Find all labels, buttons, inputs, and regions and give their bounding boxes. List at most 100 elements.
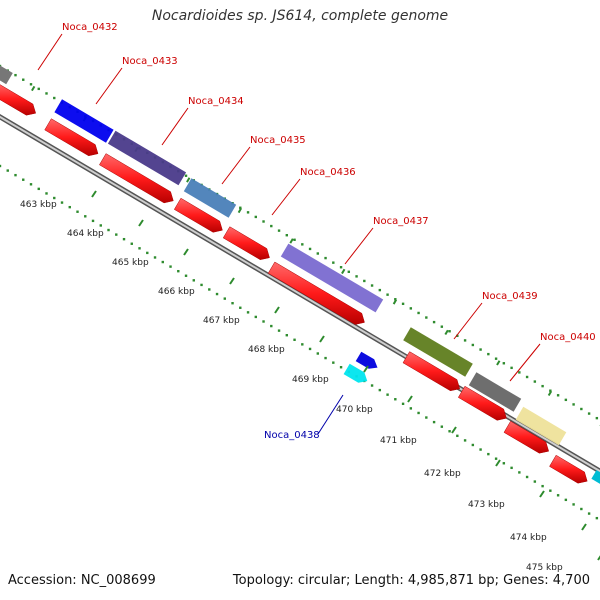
dot-outer [595, 416, 599, 420]
dot-outer [262, 220, 265, 223]
tick-outer [496, 360, 501, 366]
cds-arrow [222, 226, 270, 260]
dot-outer [471, 343, 475, 347]
gene-leader-line [161, 107, 189, 146]
scale-tick-label: 473 kbp [468, 500, 505, 510]
dot-inner [107, 228, 110, 232]
dot-outer [45, 92, 48, 95]
dot-inner [456, 434, 459, 438]
dot-inner [510, 466, 513, 470]
scale-tick-mark [138, 219, 144, 227]
scale-tick-mark [495, 459, 501, 467]
dot-outer [355, 275, 358, 278]
gene-leader-line [221, 146, 251, 185]
dot-inner [487, 452, 490, 456]
dot-outer [564, 398, 568, 402]
dot-outer [510, 366, 513, 370]
dot-outer [37, 87, 40, 91]
dot-inner [370, 384, 374, 387]
gene-leader-line [95, 67, 123, 105]
cds-arrow [0, 84, 37, 116]
cog-block [591, 470, 600, 484]
dot-outer [239, 206, 242, 209]
dot-inner [471, 443, 475, 447]
scale-tick-label: 474 kbp [510, 533, 547, 543]
dot-outer [332, 261, 335, 264]
dot-outer [417, 311, 420, 315]
gene-leader-line [344, 227, 374, 265]
dot-outer [580, 407, 583, 411]
gene-leader-line [509, 343, 541, 382]
dot-inner [549, 489, 552, 492]
dot-inner [316, 352, 320, 355]
dot-outer [533, 380, 537, 383]
scale-tick-mark [183, 248, 189, 256]
tick-outer [31, 85, 36, 92]
dot-inner [184, 274, 188, 277]
dot-inner [76, 210, 79, 213]
dot-inner [587, 512, 591, 515]
dot-outer [301, 243, 304, 246]
dot-outer [572, 403, 575, 406]
dot-inner [68, 205, 71, 209]
dot-inner [239, 306, 242, 309]
dot-outer [363, 279, 366, 283]
dot-outer [502, 362, 506, 365]
dot-outer [53, 96, 56, 100]
scale-tick-mark [597, 555, 600, 561]
cog-block [280, 243, 384, 313]
dot-inner [254, 315, 257, 319]
scale-tick-mark [91, 190, 97, 198]
dot-outer [556, 394, 560, 397]
dot-outer [285, 234, 289, 237]
dot-inner [518, 471, 521, 474]
dot-inner [146, 251, 149, 255]
dot-outer [254, 215, 257, 219]
gene-label: Noca_0435 [250, 135, 306, 146]
dot-outer [487, 352, 490, 356]
dot-outer [425, 316, 428, 319]
dot-outer [277, 229, 281, 232]
dot-inner [231, 302, 234, 305]
tick-outer [444, 329, 449, 336]
scale-tick-label: 472 kbp [424, 469, 461, 479]
cog-block [54, 99, 114, 143]
tick-outer [237, 207, 243, 214]
dot-outer [378, 288, 382, 292]
dot-inner [153, 256, 157, 259]
dot-inner [215, 292, 219, 296]
scale-tick-mark [229, 277, 235, 285]
dot-inner [378, 388, 382, 392]
tick-outer [186, 177, 191, 183]
gene-leader-line [453, 302, 483, 340]
cog-block [107, 130, 187, 186]
dot-outer [440, 325, 444, 328]
dot-outer [463, 339, 467, 342]
dot-outer [401, 302, 405, 306]
cds-arrow [173, 197, 223, 233]
dot-outer [549, 389, 552, 392]
gene-label: Noca_0432 [62, 22, 118, 33]
cds-arrow [549, 454, 588, 484]
dot-inner [463, 439, 467, 442]
dot-inner [22, 178, 25, 181]
dot-inner [425, 416, 428, 419]
dot-inner [208, 288, 211, 291]
dot-inner [192, 279, 195, 282]
dot-outer [270, 224, 273, 228]
dot-inner [246, 311, 250, 314]
dot-outer [525, 375, 529, 379]
dot-outer [448, 330, 451, 333]
dot-inner [169, 265, 172, 268]
dot-outer [246, 211, 250, 214]
dot-outer [479, 348, 482, 351]
scale-tick-mark [407, 395, 413, 403]
dot-outer [293, 238, 296, 241]
dot-outer [308, 247, 312, 251]
scale-tick-label: 468 kbp [248, 345, 285, 355]
gene-leader-line [271, 178, 301, 216]
cds-arrow [99, 153, 174, 204]
dot-inner [84, 215, 87, 218]
dot-inner [91, 219, 95, 223]
scale-tick-mark [451, 426, 457, 434]
